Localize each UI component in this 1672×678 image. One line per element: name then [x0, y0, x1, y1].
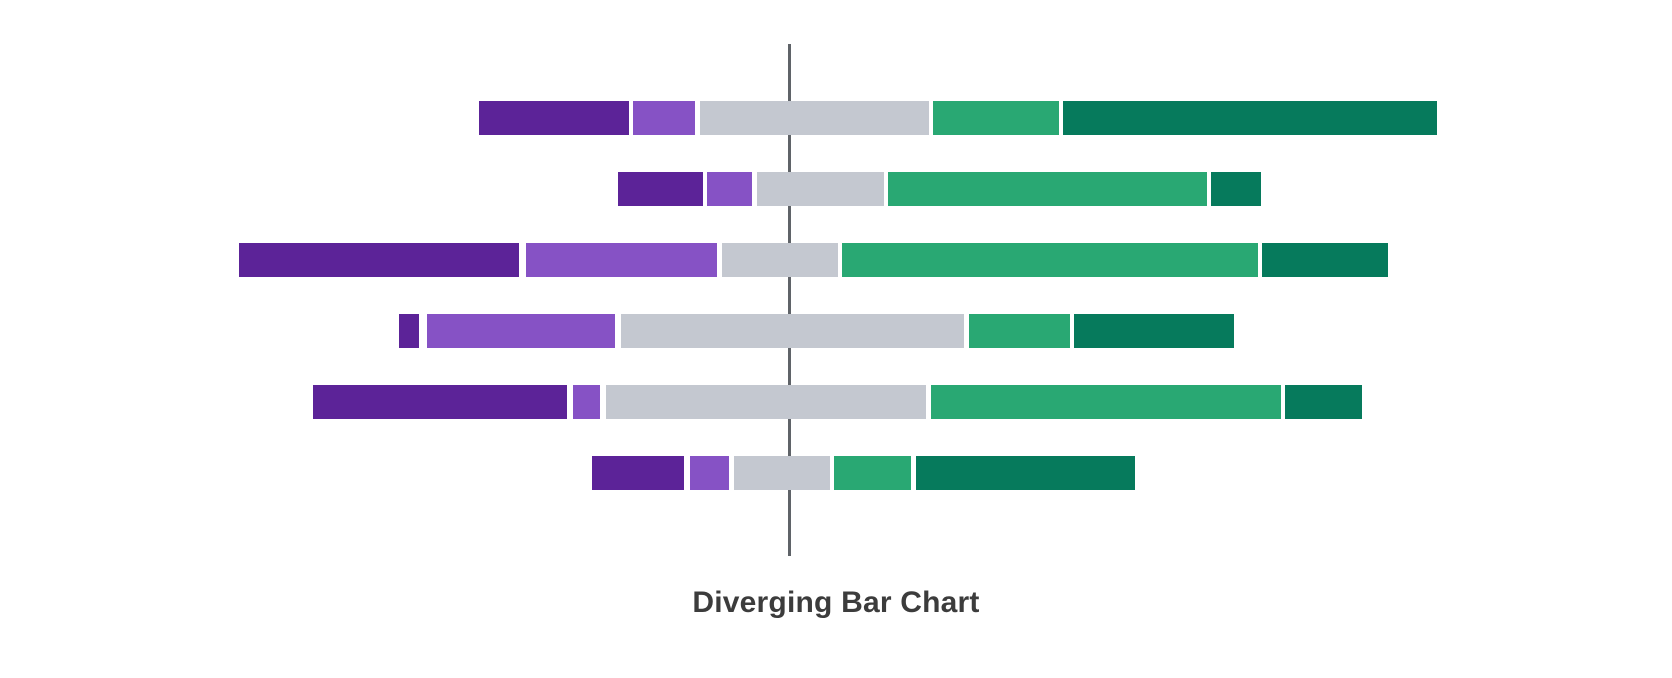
bar-row-5: [0, 385, 1672, 419]
segment-neutral: [606, 385, 926, 419]
segment-strongly-negative: [239, 243, 519, 277]
segment-positive: [933, 101, 1059, 135]
segment-negative: [573, 385, 600, 419]
segment-positive: [888, 172, 1207, 206]
segment-neutral: [621, 314, 964, 348]
bar-row-4: [0, 314, 1672, 348]
segment-strongly-positive: [1211, 172, 1261, 206]
bar-row-6: [0, 456, 1672, 490]
segment-negative: [690, 456, 729, 490]
segment-strongly-negative: [313, 385, 567, 419]
segment-negative: [707, 172, 752, 206]
segment-positive: [969, 314, 1070, 348]
segment-positive: [931, 385, 1281, 419]
segment-neutral: [700, 101, 929, 135]
segment-strongly-positive: [1285, 385, 1362, 419]
segment-strongly-negative: [399, 314, 419, 348]
segment-positive: [842, 243, 1258, 277]
segment-strongly-negative: [592, 456, 684, 490]
segment-strongly-negative: [618, 172, 703, 206]
bar-row-2: [0, 172, 1672, 206]
segment-strongly-positive: [1074, 314, 1234, 348]
segment-neutral: [734, 456, 830, 490]
center-axis-line: [787, 44, 791, 556]
segment-negative: [633, 101, 695, 135]
chart-title: Diverging Bar Chart: [692, 586, 980, 619]
segment-neutral: [757, 172, 884, 206]
segment-strongly-positive: [916, 456, 1135, 490]
bar-row-3: [0, 243, 1672, 277]
segment-negative: [526, 243, 717, 277]
segment-strongly-negative: [479, 101, 629, 135]
bar-row-1: [0, 101, 1672, 135]
segment-strongly-positive: [1063, 101, 1437, 135]
segment-negative: [427, 314, 615, 348]
segment-neutral: [722, 243, 838, 277]
segment-positive: [834, 456, 911, 490]
segment-strongly-positive: [1262, 243, 1388, 277]
